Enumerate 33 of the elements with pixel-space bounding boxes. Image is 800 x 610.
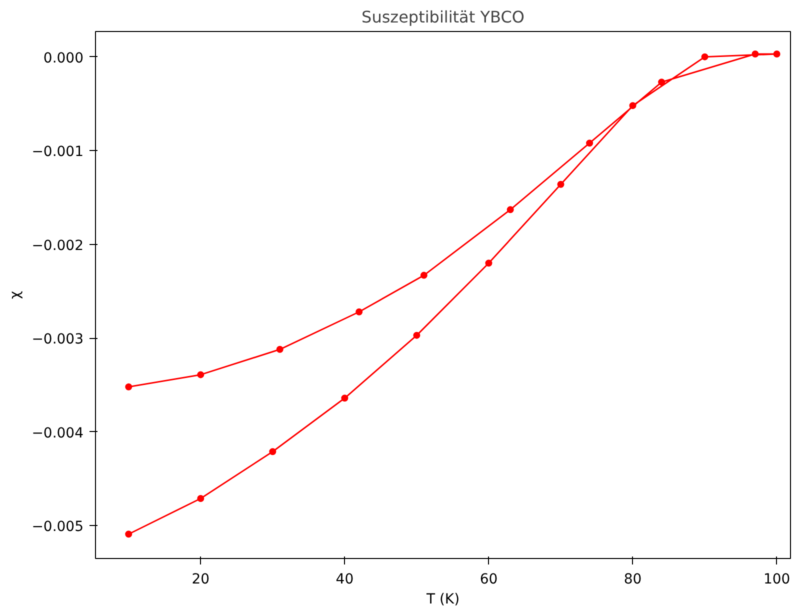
- point: [420, 272, 428, 279]
- point: [341, 394, 348, 402]
- point: [413, 332, 420, 339]
- point: [701, 53, 708, 60]
- point: [773, 50, 780, 58]
- point: [356, 308, 363, 316]
- point: [125, 383, 132, 390]
- x-tick-label: 40: [336, 572, 354, 588]
- point: [485, 260, 492, 267]
- point: [658, 78, 666, 86]
- x-tick-label: 20: [192, 572, 210, 588]
- x-tick-label: 60: [480, 572, 498, 588]
- y-tick-label: 0.000: [43, 50, 84, 66]
- y-axis-title: χ: [8, 290, 24, 300]
- point: [276, 346, 284, 353]
- point: [125, 530, 132, 538]
- x-axis-title: T (K): [425, 592, 460, 608]
- point: [197, 494, 204, 502]
- x-tick-label: 100: [763, 572, 790, 588]
- chart-title: Suszeptibilität YBCO: [362, 8, 524, 26]
- x-tick-label: 80: [624, 572, 642, 588]
- point: [506, 206, 514, 214]
- point: [752, 50, 759, 58]
- y-tick-label: −0.003: [32, 332, 84, 348]
- point: [557, 180, 564, 188]
- point: [586, 140, 594, 147]
- y-tick-label: −0.002: [32, 238, 84, 254]
- y-tick-label: −0.001: [32, 144, 84, 160]
- point: [629, 102, 636, 110]
- point: [197, 371, 204, 378]
- y-tick-label: −0.005: [32, 519, 84, 536]
- y-tick-label: −0.004: [32, 425, 84, 442]
- point: [269, 448, 276, 456]
